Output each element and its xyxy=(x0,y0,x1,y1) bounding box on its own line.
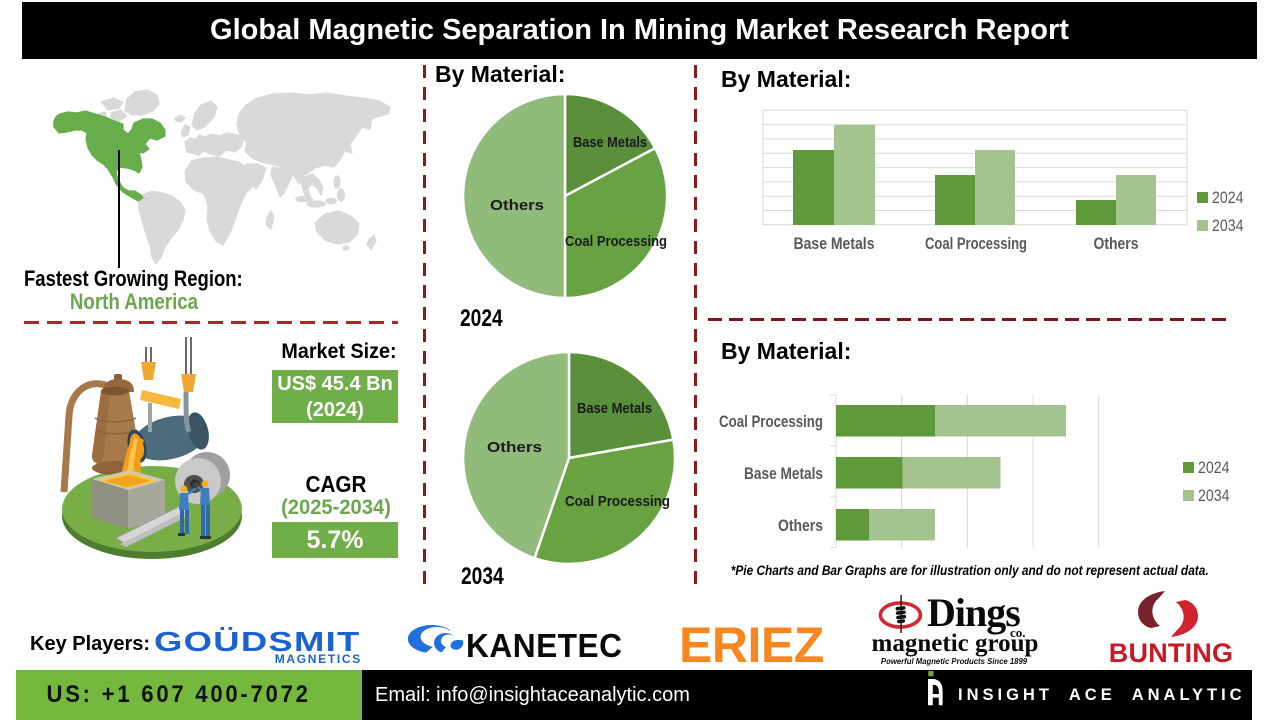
svg-text:Coal Processing: Coal Processing xyxy=(565,233,667,250)
svg-text:Others: Others xyxy=(490,197,544,214)
svg-text:Others: Others xyxy=(1094,234,1139,253)
svg-text:2024: 2024 xyxy=(1198,458,1230,477)
svg-text:Others: Others xyxy=(487,439,542,456)
svg-text:Base Metals: Base Metals xyxy=(744,464,823,483)
svg-text:Coal Processing: Coal Processing xyxy=(719,412,823,431)
svg-text:Coal Processing: Coal Processing xyxy=(925,234,1027,253)
svg-text:Base Metals: Base Metals xyxy=(577,400,652,417)
svg-text:2034: 2034 xyxy=(1198,486,1230,505)
svg-text:Base Metals: Base Metals xyxy=(794,234,875,253)
svg-text:Others: Others xyxy=(778,516,823,535)
svg-text:2024: 2024 xyxy=(1212,188,1244,207)
svg-text:Base Metals: Base Metals xyxy=(573,134,647,151)
svg-text:Coal Processing: Coal Processing xyxy=(565,493,670,510)
svg-text:2034: 2034 xyxy=(1212,216,1244,235)
